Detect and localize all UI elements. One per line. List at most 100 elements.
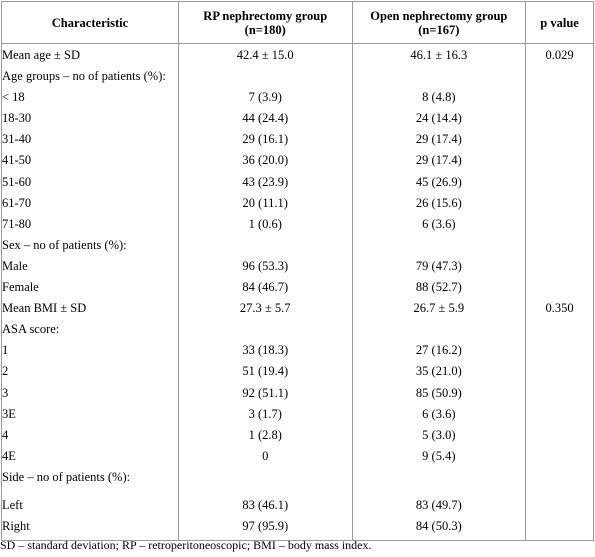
p-value <box>526 256 593 277</box>
rp-value <box>179 319 352 340</box>
rp-value: 20 (11.1) <box>242 195 288 210</box>
p-value <box>526 172 593 193</box>
p-value <box>526 193 593 214</box>
rp-value: 33 (18.3) <box>242 343 289 358</box>
row-label: 3E <box>2 406 16 421</box>
rp-value: 36 (20.0) <box>242 153 289 168</box>
row-label: Side – no of patients (%): <box>2 469 131 484</box>
open-value <box>353 467 526 488</box>
row-spacer <box>2 488 178 495</box>
rp-value: 92 (51.1) <box>242 385 289 400</box>
open-value: 26.7 ± 5.9 <box>413 301 465 316</box>
rp-value: 44 (24.4) <box>242 111 289 126</box>
rp-value: 84 (46.7) <box>242 280 289 295</box>
open-value: 46.1 ± 16.3 <box>410 48 468 62</box>
row-label: ASA score: <box>2 322 60 337</box>
header-open-count: (n=167) <box>418 22 460 37</box>
open-value: 83 (49.7) <box>415 497 462 512</box>
open-value: 84 (50.3) <box>415 519 462 534</box>
open-value: 79 (47.3) <box>415 258 462 273</box>
row-label: 1 <box>2 343 9 358</box>
open-value: 45 (26.9) <box>415 174 462 189</box>
p-value <box>526 66 593 87</box>
rp-value: 42.4 ± 15.0 <box>236 48 294 62</box>
open-value: 6 (3.6) <box>422 216 456 231</box>
rp-value: 1 (0.6) <box>248 216 282 231</box>
p-value <box>526 404 593 425</box>
open-value: 24 (14.4) <box>415 111 462 126</box>
table-header-row: Characteristic RP nephrectomy group (n=1… <box>1 1 594 44</box>
rp-value: 27.3 ± 5.7 <box>239 301 291 316</box>
header-rp-group: RP nephrectomy group (n=180) <box>177 1 353 44</box>
open-value: 6 (3.6) <box>422 406 456 421</box>
p-value <box>526 495 593 516</box>
header-pvalue: p value <box>525 1 594 44</box>
row-spacer <box>179 488 352 495</box>
row-label: Male <box>2 258 28 273</box>
row-label: 18-30 <box>2 111 32 126</box>
row-label: Age groups – no of patients (%): <box>2 69 166 84</box>
open-value <box>353 235 526 256</box>
rp-value <box>179 467 352 488</box>
rp-group-column: 42.4 ± 15.0 7 (3.9) 44 (24.4) 29 (16.1) 36 (… <box>177 42 353 542</box>
p-value <box>526 214 593 235</box>
rp-value: 29 (16.1) <box>242 132 289 147</box>
header-characteristic: Characteristic <box>1 1 179 44</box>
row-label: 51-60 <box>2 174 32 189</box>
row-spacer <box>526 488 593 495</box>
row-label: Left <box>2 497 23 512</box>
p-value <box>526 516 593 537</box>
open-value: 35 (21.0) <box>415 364 462 379</box>
row-label: 41-50 <box>2 153 32 168</box>
p-value <box>526 87 593 108</box>
p-value <box>526 467 593 488</box>
rp-value <box>179 235 352 256</box>
row-label: 61-70 <box>2 195 32 210</box>
open-value: 26 (15.6) <box>415 195 462 210</box>
p-value <box>526 446 593 467</box>
p-value <box>526 383 593 404</box>
row-label: 71-80 <box>2 216 32 231</box>
rp-value: 43 (23.9) <box>242 174 289 189</box>
rp-value: 51 (19.4) <box>242 364 289 379</box>
p-value <box>526 108 593 129</box>
header-rp-count: (n=180) <box>244 22 286 37</box>
open-value: 88 (52.7) <box>415 280 462 295</box>
row-label: 4E <box>2 448 16 463</box>
row-label: 2 <box>2 364 9 379</box>
rp-value: 1 (2.8) <box>248 427 282 442</box>
row-label: < 18 <box>2 90 25 105</box>
rp-value: 97 (95.9) <box>242 519 289 534</box>
p-value <box>526 340 593 361</box>
row-label: 3 <box>2 385 9 400</box>
p-value <box>526 425 593 446</box>
row-label: Sex – no of patients (%): <box>2 237 127 252</box>
p-value <box>526 235 593 256</box>
row-label: Female <box>2 280 39 295</box>
open-value: 85 (50.9) <box>415 385 462 400</box>
open-value: 8 (4.8) <box>422 90 456 105</box>
header-open-group: Open nephrectomy group (n=167) <box>351 1 527 44</box>
p-value: 0.029 <box>545 48 574 62</box>
row-label: 4 <box>2 427 9 442</box>
open-value <box>353 66 526 87</box>
p-value <box>526 361 593 382</box>
row-label: Mean age ± SD <box>2 48 81 62</box>
table-body-row: Mean age ± SD Age groups – no of patients… <box>1 42 594 542</box>
rp-value: 3 (1.7) <box>248 406 282 421</box>
row-spacer <box>353 488 526 495</box>
header-rp-title: RP nephrectomy group <box>203 8 328 23</box>
open-value <box>353 319 526 340</box>
row-label: Mean BMI ± SD <box>2 301 87 316</box>
rp-value: 0 <box>262 448 269 463</box>
row-label: Right <box>2 519 30 534</box>
patient-characteristics-table: Characteristic RP nephrectomy group (n=1… <box>1 1 594 542</box>
open-group-column: 46.1 ± 16.3 8 (4.8) 24 (14.4) 29 (17.4) 29 (… <box>351 42 527 542</box>
open-value: 29 (17.4) <box>415 153 462 168</box>
open-value: 9 (5.4) <box>422 448 456 463</box>
open-value: 27 (16.2) <box>415 343 462 358</box>
p-value <box>526 277 593 298</box>
rp-value: 96 (53.3) <box>242 258 289 273</box>
header-open-title: Open nephrectomy group <box>370 8 508 23</box>
